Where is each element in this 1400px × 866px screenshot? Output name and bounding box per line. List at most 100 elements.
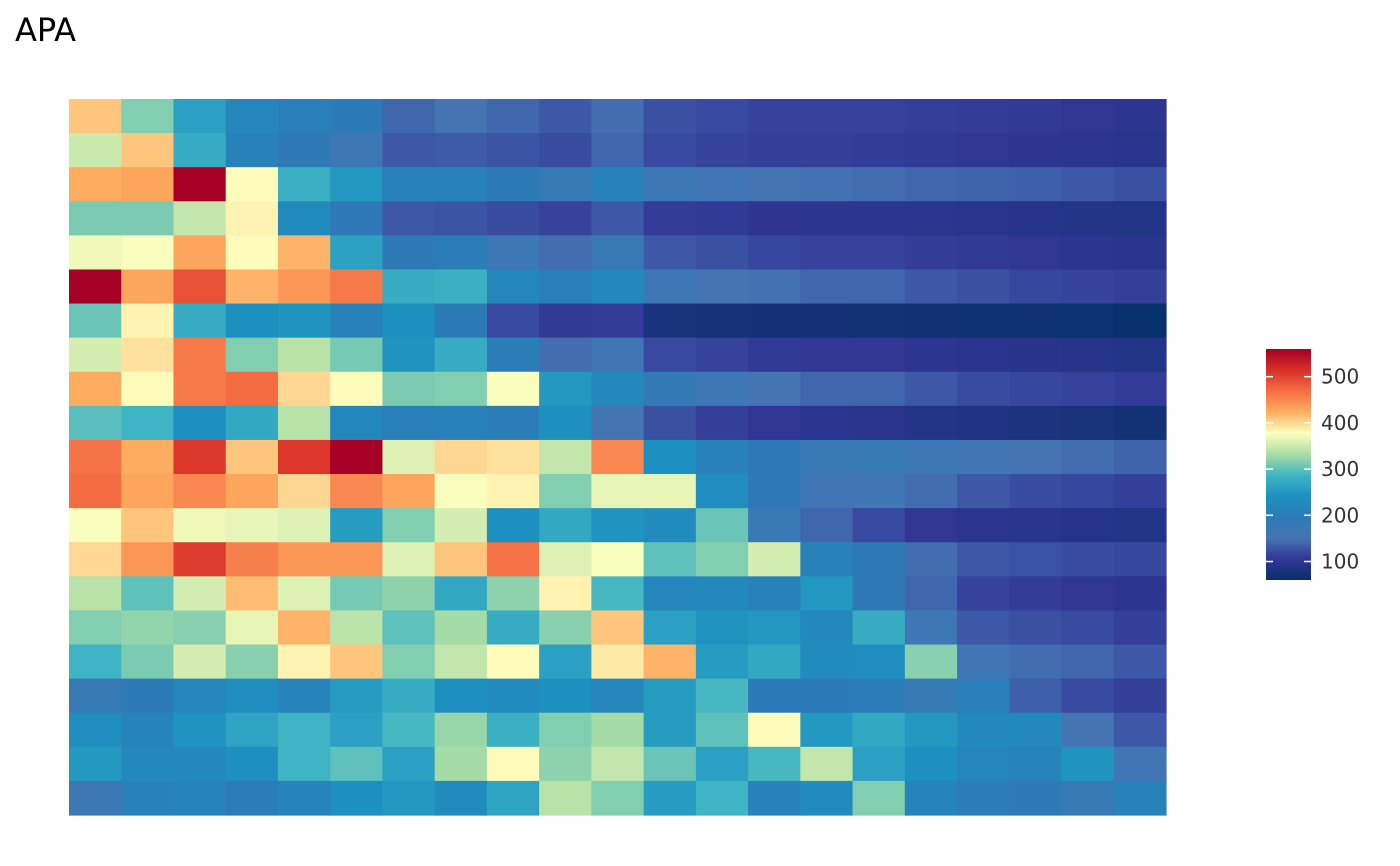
heatmap-cell xyxy=(852,269,906,305)
heatmap-cell xyxy=(591,712,645,748)
heatmap-cell xyxy=(277,542,331,577)
heatmap-cell xyxy=(1061,780,1115,816)
heatmap-cell xyxy=(1061,508,1115,543)
heatmap-cell xyxy=(121,405,175,441)
heatmap-cell xyxy=(643,371,697,407)
heatmap-cell xyxy=(382,99,436,134)
heatmap-cell xyxy=(225,405,279,441)
heatmap-cell xyxy=(957,99,1010,134)
heatmap-cell xyxy=(852,235,906,271)
heatmap-cell xyxy=(1113,678,1167,714)
heatmap-cell xyxy=(643,542,697,577)
heatmap-cell xyxy=(539,508,592,543)
heatmap-cell xyxy=(382,746,436,782)
heatmap-cell xyxy=(1009,99,1063,134)
heatmap-cell xyxy=(1061,371,1115,407)
heatmap-cell xyxy=(748,201,801,236)
heatmap-cell xyxy=(748,746,801,782)
heatmap-cell xyxy=(225,542,279,577)
heatmap-cell xyxy=(330,712,384,748)
heatmap-cell xyxy=(1061,269,1115,305)
heatmap-cell xyxy=(277,303,331,339)
heatmap-cell xyxy=(800,712,854,748)
heatmap-cell xyxy=(69,303,122,339)
heatmap-cell xyxy=(277,712,331,748)
heatmap-cell xyxy=(382,576,436,612)
heatmap-cell xyxy=(1009,644,1063,680)
heatmap-cell xyxy=(539,201,592,236)
heatmap-cell xyxy=(121,337,175,373)
heatmap-cell xyxy=(382,337,436,373)
heatmap-cell xyxy=(330,269,384,305)
heatmap-cell xyxy=(904,133,958,168)
heatmap-cell xyxy=(69,269,122,305)
heatmap-cell xyxy=(69,712,122,748)
heatmap-cell xyxy=(69,746,122,782)
heatmap-cell xyxy=(1009,201,1063,236)
heatmap-cell xyxy=(695,303,749,339)
heatmap-cell xyxy=(852,405,906,441)
heatmap-cell xyxy=(69,337,122,373)
heatmap-cell xyxy=(748,610,801,646)
heatmap-cell xyxy=(173,678,227,714)
heatmap-cell xyxy=(748,133,801,168)
heatmap-cell xyxy=(695,337,749,373)
heatmap-cell xyxy=(800,337,854,373)
heatmap-cell xyxy=(330,508,384,543)
heatmap-cell xyxy=(643,508,697,543)
heatmap-cell xyxy=(1009,780,1063,816)
heatmap-cell xyxy=(121,269,175,305)
heatmap-cell xyxy=(643,678,697,714)
heatmap-cell xyxy=(957,712,1010,748)
heatmap-cell xyxy=(486,167,540,202)
heatmap-cell xyxy=(539,371,592,407)
heatmap-cell xyxy=(1009,746,1063,782)
heatmap-cell xyxy=(1009,269,1063,305)
heatmap-cell xyxy=(904,644,958,680)
heatmap-cell xyxy=(69,508,122,543)
chart-title: APA xyxy=(15,11,77,49)
heatmap-cell xyxy=(852,508,906,543)
heatmap-cell xyxy=(591,576,645,612)
heatmap-cell xyxy=(695,542,749,577)
heatmap-cell xyxy=(330,576,384,612)
heatmap-cell xyxy=(695,576,749,612)
heatmap-cell xyxy=(1113,167,1167,202)
heatmap-cell xyxy=(277,508,331,543)
heatmap-cell xyxy=(643,439,697,475)
heatmap-cell xyxy=(382,235,436,271)
heatmap-cell xyxy=(277,133,331,168)
heatmap-cell xyxy=(225,746,279,782)
heatmap-cell xyxy=(277,644,331,680)
heatmap-cell xyxy=(1113,542,1167,577)
heatmap-cell xyxy=(277,269,331,305)
heatmap-cell xyxy=(382,201,436,236)
heatmap-cell xyxy=(695,235,749,271)
heatmap-cell xyxy=(643,780,697,816)
heatmap-cell xyxy=(173,269,227,305)
heatmap-cell xyxy=(695,133,749,168)
heatmap-cell xyxy=(904,610,958,646)
heatmap-cell xyxy=(434,371,488,407)
heatmap-cell xyxy=(225,610,279,646)
heatmap-cell xyxy=(1113,712,1167,748)
heatmap-cell xyxy=(225,474,279,509)
heatmap-cell xyxy=(1113,439,1167,475)
heatmap-cell xyxy=(1061,576,1115,612)
heatmap-cell xyxy=(121,576,175,612)
heatmap-cell xyxy=(486,235,540,271)
heatmap-cell xyxy=(748,542,801,577)
heatmap-cell xyxy=(486,133,540,168)
heatmap-cell xyxy=(539,542,592,577)
heatmap-cell xyxy=(1113,644,1167,680)
heatmap-cell xyxy=(382,167,436,202)
heatmap-cell xyxy=(800,167,854,202)
heatmap-cell xyxy=(539,439,592,475)
heatmap-cell xyxy=(957,508,1010,543)
heatmap-cell xyxy=(486,201,540,236)
heatmap-cell xyxy=(800,508,854,543)
heatmap-cell xyxy=(486,542,540,577)
heatmap-cell xyxy=(904,405,958,441)
heatmap-cell xyxy=(695,99,749,134)
